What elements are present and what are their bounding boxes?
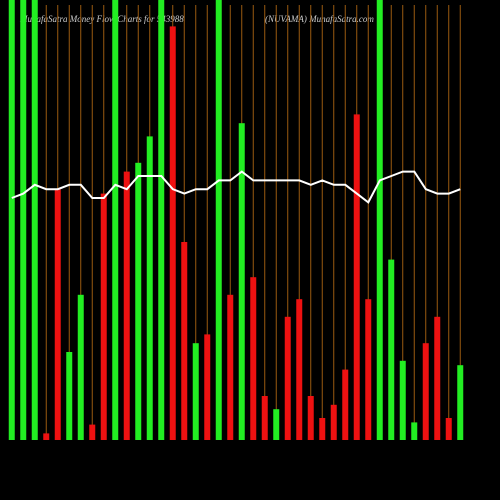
bar [342,369,349,440]
chart-title: MunafaSatra Money Flow Charts for 543988 [19,14,184,24]
bar [250,277,257,440]
chart-subtitle: (NUVAMA) MunafaSatra.com [265,14,374,24]
bar [353,114,360,441]
bar [123,171,130,440]
bar [100,193,107,440]
bar [135,162,142,441]
bar [66,352,73,440]
bar [365,299,372,440]
bar [89,424,96,440]
bar [238,123,245,440]
bar [411,422,418,440]
bar [388,259,395,440]
bar [31,0,38,440]
bar [43,433,50,440]
bar [434,316,441,440]
bar [215,0,222,440]
bar [376,0,383,440]
bar [77,294,84,440]
bar [54,189,61,440]
money-flow-line [11,170,461,204]
bar [20,0,27,440]
bar [169,26,176,441]
bar [307,396,314,440]
bar [181,242,188,440]
bar [399,360,406,440]
bar [330,404,337,440]
bar [227,294,234,440]
bar [422,343,429,440]
bar [319,418,326,440]
bar [112,0,119,440]
bar [445,418,452,440]
bar [158,0,165,440]
bar [273,409,280,440]
bar [8,0,15,440]
bar [261,396,268,440]
bar [204,334,211,440]
bar [296,299,303,440]
bar [146,136,153,440]
bar [192,343,199,440]
bar [457,365,464,440]
bar [284,316,291,440]
